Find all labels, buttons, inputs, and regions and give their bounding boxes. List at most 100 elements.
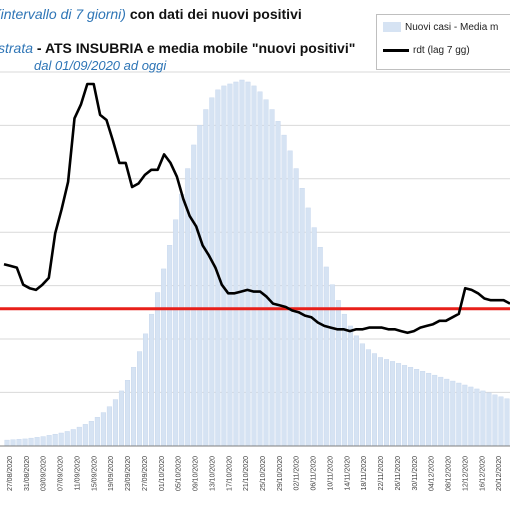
bar (377, 357, 383, 447)
bar (426, 372, 432, 447)
bar (167, 245, 173, 447)
bar (456, 382, 462, 447)
x-tick-labels: 27/08/2020 31/08/2020 03/09/2020 07/09/2020… (7, 456, 503, 491)
x-tick-label: 02/11/2020 (294, 456, 301, 491)
bar (130, 367, 137, 447)
x-tick-label: 03/09/2020 (41, 456, 48, 491)
bar (275, 121, 281, 447)
x-tick-label: 31/08/2020 (24, 456, 31, 491)
bar (161, 268, 167, 447)
bar (353, 335, 359, 447)
bar (203, 109, 209, 447)
x-tick-label: 11/09/2020 (74, 456, 81, 491)
bar (239, 79, 245, 447)
bar (444, 378, 450, 447)
bar (46, 435, 52, 447)
x-tick-label: 29/10/2020 (277, 456, 284, 491)
bar (263, 99, 269, 447)
legend: Nuovi casi - Media m rdt (lag 7 gg) (376, 14, 510, 70)
bar (450, 380, 456, 447)
bar (76, 426, 82, 447)
bar (414, 369, 420, 447)
bar (179, 193, 185, 447)
bar (390, 361, 396, 447)
bar (420, 371, 426, 447)
bar (305, 207, 311, 447)
bar (118, 390, 124, 447)
bar (474, 388, 480, 447)
legend-line-swatch (383, 48, 409, 52)
title-line-2-blue: strata (0, 40, 34, 56)
bar (359, 343, 365, 447)
x-tick-label: 26/11/2020 (395, 456, 402, 491)
bar (155, 292, 161, 447)
title-line-2-black: - ATS INSUBRIA e media mobile "nuovi pos… (36, 40, 356, 56)
x-tick-label: 27/08/2020 (7, 456, 14, 491)
bar (498, 396, 504, 447)
bar (58, 432, 64, 447)
bar (371, 353, 377, 447)
bar (257, 91, 263, 447)
title-line-1-black: con dati dei nuovi positivi (129, 6, 302, 22)
bar (480, 390, 486, 447)
legend-bars-label: Nuovi casi - Media m (405, 22, 499, 33)
x-tick-label: 19/09/2020 (108, 456, 115, 491)
x-tick-label: 12/12/2020 (462, 456, 469, 491)
title-line-1-blue: (intervallo di 7 giorni) (0, 6, 126, 22)
bar (40, 436, 46, 447)
bar (233, 81, 239, 447)
x-tick-label: 09/10/2020 (193, 456, 200, 491)
bar (112, 399, 118, 447)
x-tick-label: 27/09/2020 (142, 456, 149, 491)
bar (341, 313, 347, 447)
x-tick-label: 14/11/2020 (344, 456, 351, 491)
x-tick-label: 10/11/2020 (327, 456, 334, 491)
bar (94, 417, 100, 447)
bar (100, 412, 106, 447)
bar (432, 374, 438, 447)
bar (70, 429, 76, 447)
x-tick-label: 18/11/2020 (361, 456, 368, 491)
bar (347, 325, 353, 447)
x-tick-label: 07/09/2020 (58, 456, 65, 491)
bar (227, 83, 233, 447)
x-tick-label: 06/11/2020 (311, 456, 318, 491)
bar (245, 81, 251, 447)
bar (504, 398, 510, 447)
x-tick-label: 17/10/2020 (226, 456, 233, 491)
bar (492, 394, 498, 447)
bar (299, 188, 305, 447)
bar (438, 376, 444, 447)
x-tick-label: 22/11/2020 (378, 456, 385, 491)
bar (106, 406, 112, 447)
bar (221, 85, 227, 447)
bar (384, 359, 390, 447)
bar (335, 300, 341, 447)
x-tick-label: 05/10/2020 (176, 456, 183, 491)
bar (323, 266, 329, 447)
chart-title-line-1: (intervallo di 7 giorni) con dati dei nu… (0, 6, 302, 22)
bar (137, 351, 143, 447)
bar (16, 439, 22, 447)
bar (251, 85, 257, 447)
x-tick-label: 04/12/2020 (429, 456, 436, 491)
bar (486, 392, 492, 447)
bar (52, 433, 58, 447)
bar (209, 97, 215, 447)
bar (64, 431, 70, 447)
bar (396, 363, 402, 447)
bar (143, 333, 149, 447)
bar (88, 421, 94, 447)
bar (124, 380, 131, 447)
bar (191, 144, 197, 447)
x-tick-label: 08/12/2020 (446, 456, 453, 491)
chart-title-line-2: strata - ATS INSUBRIA e media mobile "nu… (0, 40, 355, 56)
bar (149, 313, 155, 447)
legend-item-line: rdt (lag 7 gg) (383, 45, 470, 56)
bar (402, 365, 408, 447)
bar (311, 227, 317, 447)
chart-title-line-3: dal 01/09/2020 ad oggi (34, 58, 166, 73)
bar (10, 439, 16, 447)
x-tick-label: 23/09/2020 (125, 456, 132, 491)
